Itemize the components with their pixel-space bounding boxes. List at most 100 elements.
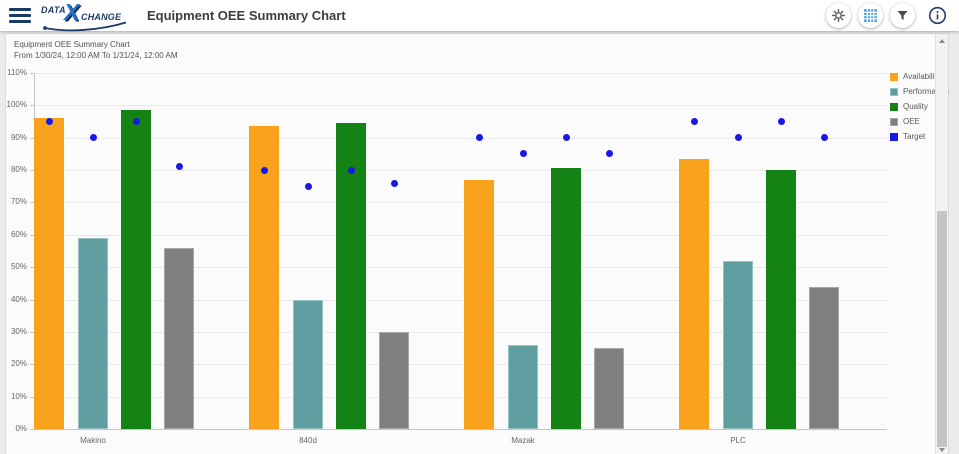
bar-availability-makino[interactable] [34,118,64,429]
target-point-quality-mazak[interactable] [562,134,570,142]
target-point-oee-plc[interactable] [820,134,828,142]
y-axis-label: 0% [15,424,27,433]
y-axis-label: 80% [10,165,27,175]
scrollbar-up-arrow[interactable] [936,35,948,47]
legend-label: Performance [903,87,949,96]
gridline-40 [34,299,887,301]
bar-performance-makino[interactable] [78,238,108,429]
y-axis-label: 20% [10,359,27,369]
target-point-availability-mazak[interactable] [475,134,483,142]
legend-item-quality[interactable]: Quality [890,102,949,111]
filter-icon [897,11,908,20]
target-point-performance-makino[interactable] [89,134,97,142]
menu-icon[interactable] [9,8,31,23]
gridline-70 [34,202,887,204]
target-point-oee-mazak[interactable] [605,150,613,158]
bar-quality-plc[interactable] [766,170,796,429]
gridline-80 [34,170,887,172]
filter-button[interactable] [890,3,915,28]
y-axis-tick [30,202,34,204]
category-label-makino: Makino [80,436,106,445]
gridline-50 [34,267,887,269]
target-point-performance-plc[interactable] [734,134,742,142]
legend-item-oee[interactable]: OEE [890,117,949,126]
y-axis-label: 10% [10,391,27,401]
legend-item-availability[interactable]: Availability [890,72,949,81]
chart-plot: 0% 10% 20% 30% 40% 50% 60% 70% 80% 90% 100% 110% Mak… [6,34,948,454]
legend-swatch [890,102,898,111]
target-point-quality-makino[interactable] [132,118,140,126]
vertical-scrollbar[interactable] [935,34,948,454]
bar-performance-840d[interactable] [293,299,323,429]
legend-label: Target [903,132,926,141]
target-point-oee-makino[interactable] [175,163,183,171]
bar-oee-makino[interactable] [164,247,194,429]
legend-label: Quality [903,102,928,111]
y-axis-label: 60% [10,229,27,239]
page-title: Equipment OEE Summary Chart [147,8,346,23]
gear-icon [832,9,845,22]
y-axis-label: 30% [10,326,27,336]
target-point-performance-mazak[interactable] [519,150,527,158]
bar-quality-840d[interactable] [336,123,366,429]
chart-legend: Availability Performance Quality OEE Target [890,72,949,147]
settings-button[interactable] [826,3,851,28]
bar-oee-mazak[interactable] [594,348,624,429]
bar-oee-plc[interactable] [809,286,839,429]
gridline-0 [34,429,887,430]
header-actions [819,3,947,28]
gridline-20 [34,364,887,366]
gridline-100 [34,105,887,107]
gridline-60 [34,234,887,236]
gridline-30 [34,331,887,333]
menu-bar [9,20,31,23]
logo-text-data: DATA [41,4,66,15]
info-button[interactable] [928,6,947,25]
gridline-10 [34,396,887,398]
legend-item-performance[interactable]: Performance [890,87,949,96]
logo-text-x: X [64,0,80,25]
y-axis-tick [30,73,34,74]
target-point-oee-840d[interactable] [390,179,398,187]
target-point-availability-840d[interactable] [260,166,268,174]
y-axis-tick [30,364,34,366]
y-axis-tick [30,396,34,398]
y-axis-label: 100% [6,100,27,110]
target-point-availability-makino[interactable] [45,118,53,126]
category-label-840d: 840d [299,436,317,445]
bar-availability-mazak[interactable] [464,179,494,429]
bar-performance-plc[interactable] [723,260,753,429]
bar-performance-mazak[interactable] [508,344,538,429]
scrollbar-thumb[interactable] [937,211,947,447]
logo-swoosh-icon [43,21,127,31]
y-axis-tick [30,234,34,236]
y-axis-tick [30,170,34,172]
bar-quality-mazak[interactable] [551,168,581,429]
target-point-quality-840d[interactable] [347,166,355,174]
dataxchange-logo[interactable]: DATA X CHANGE [41,0,131,31]
target-point-quality-plc[interactable] [777,118,785,126]
target-point-availability-plc[interactable] [690,118,698,126]
bar-oee-840d[interactable] [379,331,409,429]
chart-title: Equipment OEE Summary Chart [14,40,130,49]
grid-view-button[interactable] [858,3,883,28]
app-header: DATA X CHANGE Equipment OEE Summary Char… [0,0,959,31]
category-label-mazak: Mazak [511,436,535,445]
target-point-performance-840d[interactable] [304,182,312,190]
y-axis-label: 70% [10,197,27,207]
y-axis-tick [30,267,34,269]
scrollbar-down-arrow[interactable] [936,444,948,454]
bar-quality-makino[interactable] [121,110,151,429]
info-icon [928,6,947,25]
category-label-plc: PLC [730,436,746,445]
y-axis-tick [30,299,34,301]
bar-availability-plc[interactable] [679,158,709,429]
bar-availability-840d[interactable] [249,126,279,429]
legend-label: Availability [903,72,941,81]
y-axis-label: 40% [10,294,27,304]
legend-label: OEE [903,117,920,126]
y-axis-label: 50% [10,262,27,272]
gridline-110 [34,73,887,74]
legend-item-target[interactable]: Target [890,132,949,141]
y-axis-tick [30,331,34,333]
